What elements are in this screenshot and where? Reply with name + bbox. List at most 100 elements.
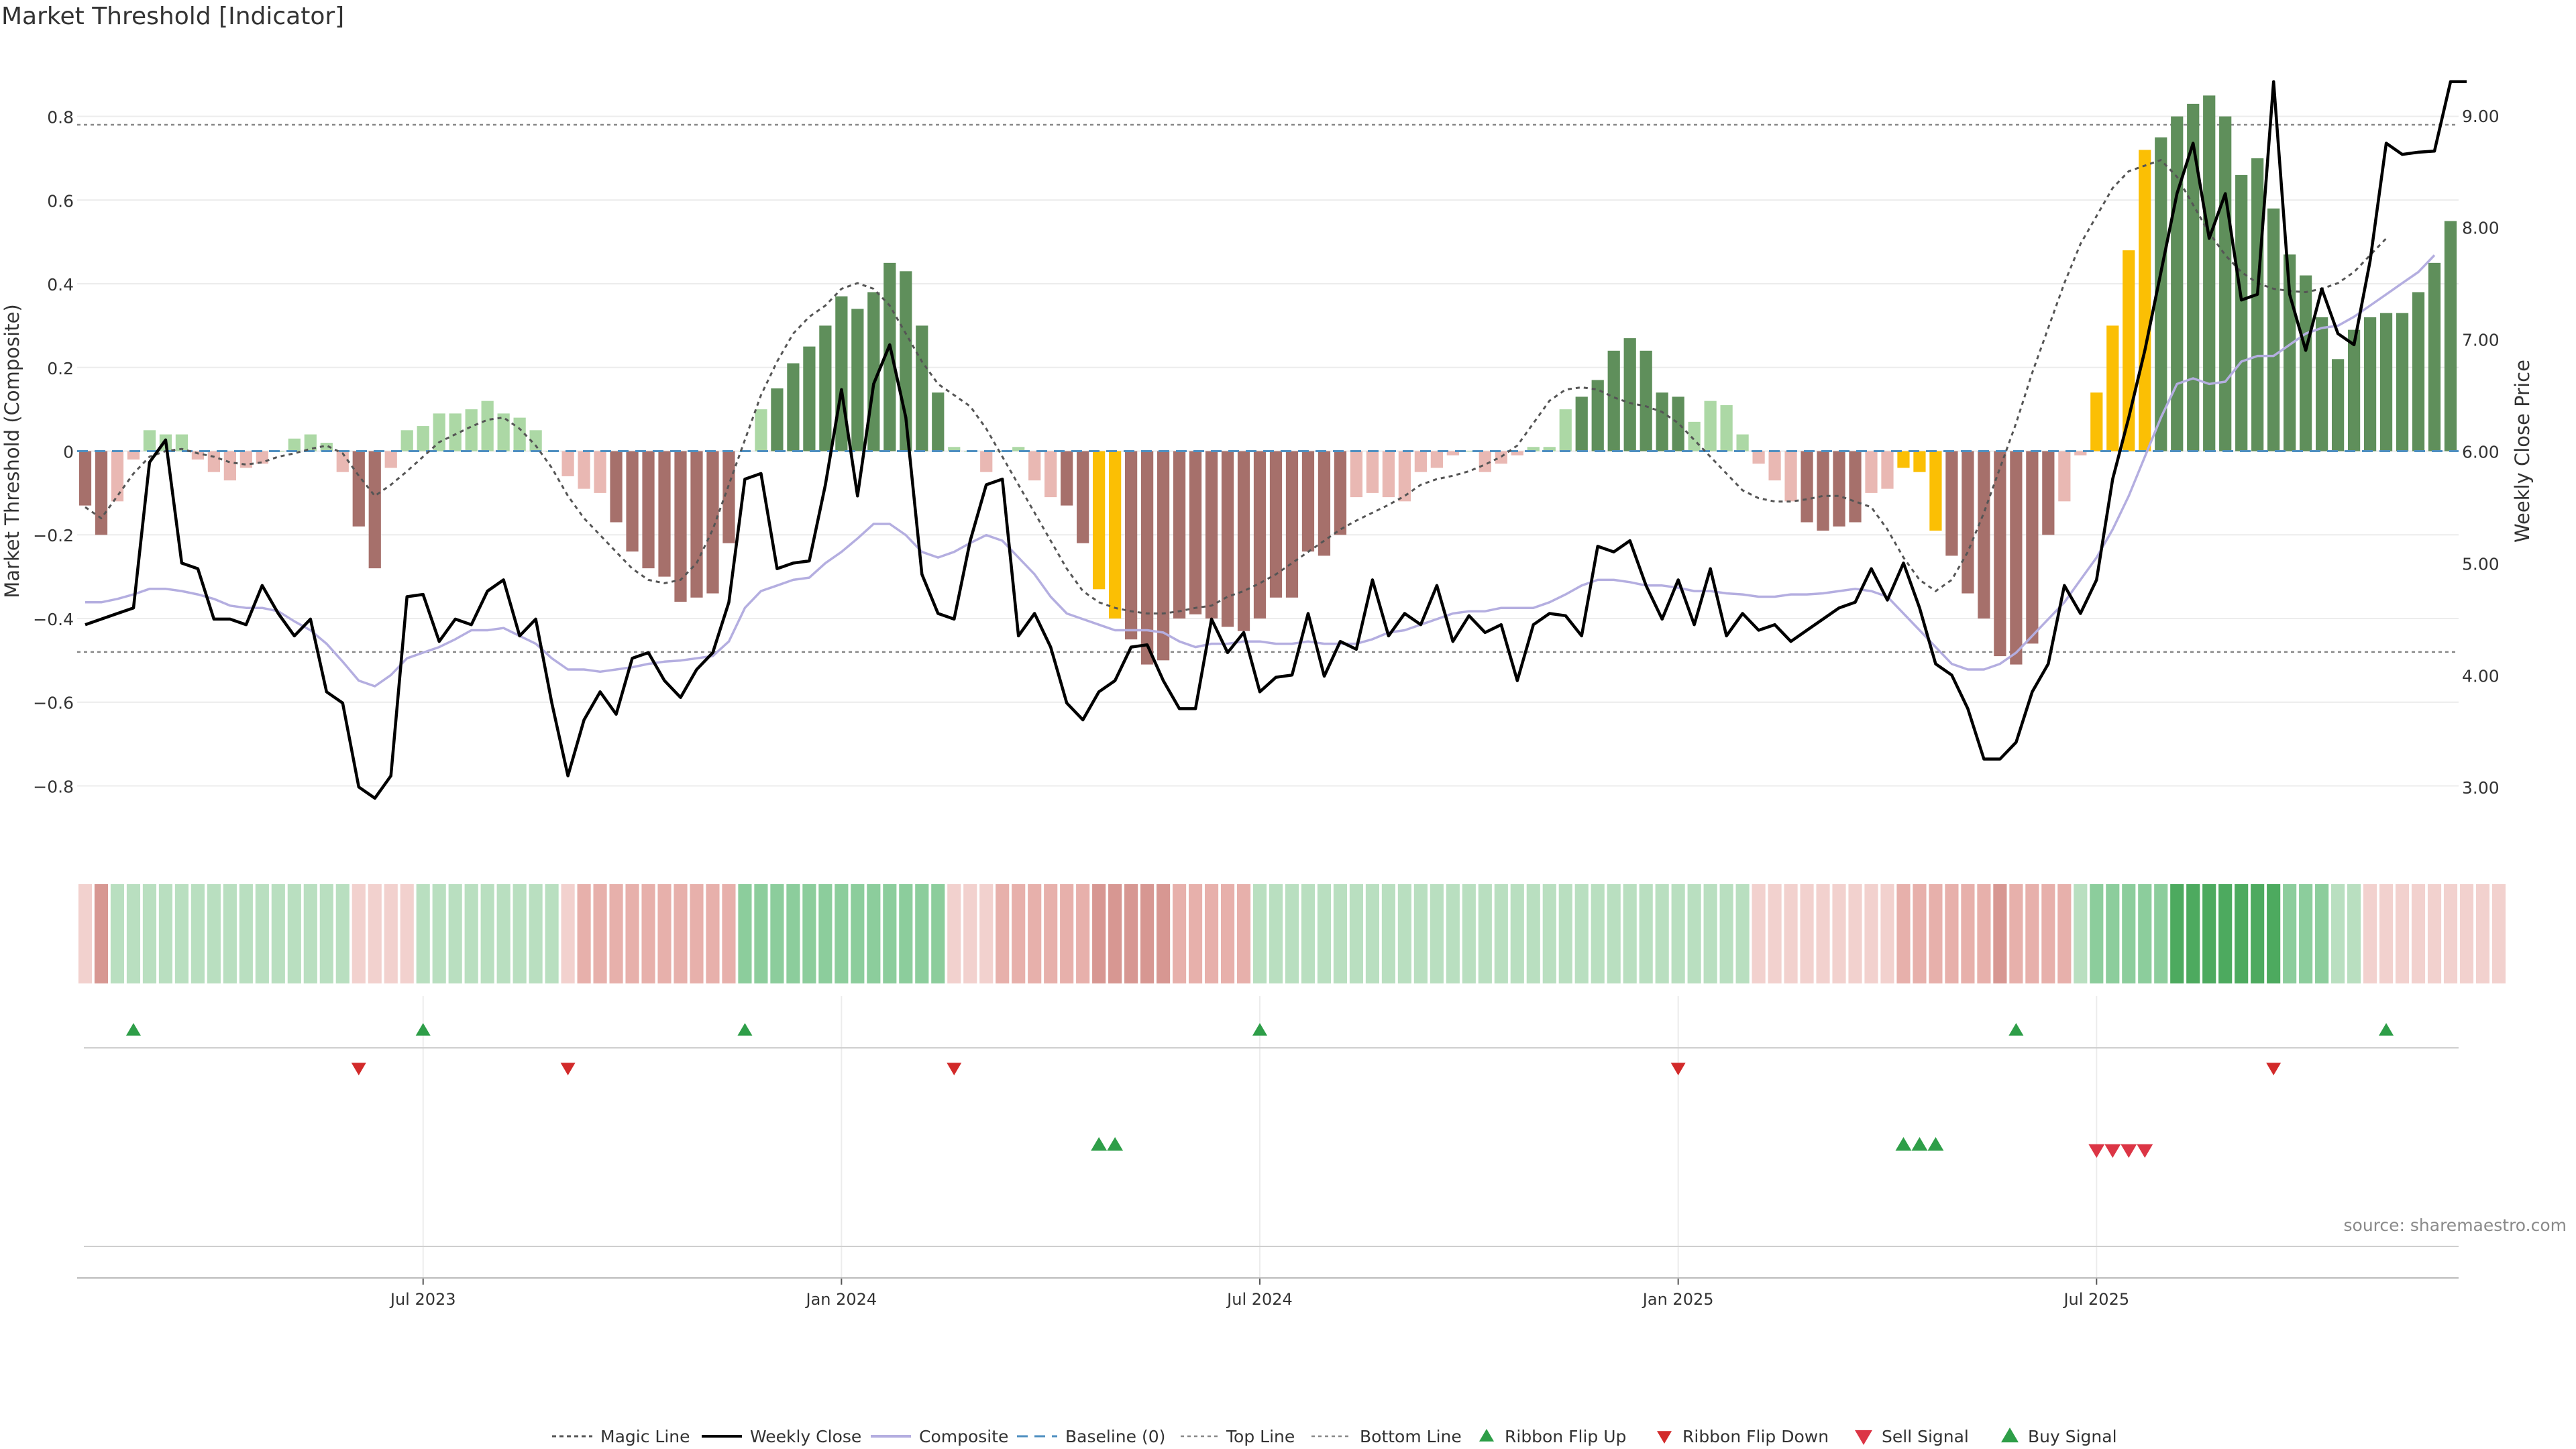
- composite-bar: [175, 434, 189, 451]
- ribbon-cell: [1173, 884, 1187, 983]
- composite-bar: [433, 413, 445, 451]
- ribbon-cell: [1060, 884, 1074, 983]
- composite-bar: [674, 451, 687, 602]
- ribbon-cell: [674, 884, 688, 983]
- composite-bar: [1318, 451, 1331, 556]
- ribbon-cell: [1478, 884, 1492, 983]
- ribbon-cell: [883, 884, 897, 983]
- x-tick-label: Jan 2024: [805, 1290, 877, 1309]
- composite-bar: [1881, 451, 1894, 489]
- composite-bar: [1929, 451, 1942, 531]
- composite-bar: [1527, 447, 1540, 451]
- composite-bar: [384, 451, 397, 468]
- ribbon-cell: [1864, 884, 1878, 983]
- ribbon-cell: [2315, 884, 2329, 983]
- ribbon-cell: [1993, 884, 2007, 983]
- composite-bar: [2347, 329, 2361, 451]
- legend-label: Sell Signal: [1882, 1427, 1969, 1446]
- composite-bar: [400, 430, 413, 451]
- composite-bar: [2155, 137, 2167, 451]
- ribbon-cell: [335, 884, 350, 983]
- ribbon-cell: [2186, 884, 2200, 983]
- ribbon-cell: [110, 884, 125, 983]
- ribbon-cell: [352, 884, 366, 983]
- composite-bar: [2026, 451, 2039, 644]
- ribbon-cell: [2283, 884, 2297, 983]
- composite-bar: [1945, 451, 1958, 556]
- ribbon-flip-down-marker: [560, 1063, 576, 1075]
- composite-bar: [1784, 451, 1797, 502]
- composite-bar: [1173, 451, 1186, 619]
- legend-label: Magic Line: [600, 1427, 690, 1446]
- composite-bar: [1575, 396, 1588, 451]
- ribbon-cell: [1188, 884, 1203, 983]
- legend-label: Bottom Line: [1360, 1427, 1462, 1446]
- composite-bar: [1849, 451, 1862, 523]
- ribbon-cell: [1687, 884, 1701, 983]
- composite-bar: [1205, 451, 1218, 619]
- composite-bar: [1093, 451, 1106, 590]
- composite-bar: [529, 430, 542, 451]
- composite-bar: [1350, 451, 1363, 498]
- composite-bar: [1366, 451, 1379, 493]
- composite-bar: [948, 447, 961, 451]
- composite-bar: [1897, 451, 1910, 468]
- ribbon-cell: [2267, 884, 2281, 983]
- composite-bar: [352, 451, 365, 527]
- ribbon-cell: [239, 884, 253, 983]
- composite-bar: [1672, 396, 1684, 451]
- composite-bar: [2171, 116, 2184, 451]
- composite-bar: [465, 409, 478, 451]
- ribbon-cell: [1880, 884, 1894, 983]
- ribbon-cell: [1510, 884, 1524, 983]
- ribbon-cell: [384, 884, 398, 983]
- composite-bar: [1221, 451, 1234, 627]
- composite-bar: [835, 296, 848, 451]
- composite-bar: [626, 451, 639, 552]
- composite-bar: [2106, 325, 2119, 451]
- ribbon-cell: [2331, 884, 2345, 983]
- y-tick-label: −0.8: [33, 777, 74, 796]
- ribbon-cell: [1558, 884, 1572, 983]
- ribbon-cell: [2218, 884, 2233, 983]
- ribbon-cell: [480, 884, 494, 983]
- composite-bar: [304, 434, 317, 451]
- composite-bar: [1157, 451, 1170, 661]
- ribbon-flip-down-marker: [2266, 1063, 2282, 1075]
- buy-signal-marker: [1927, 1137, 1944, 1151]
- ribbon-cell: [1784, 884, 1798, 983]
- composite-bar: [980, 451, 993, 472]
- ribbon-flip-down-marker: [351, 1063, 366, 1075]
- ribbon-cell: [207, 884, 221, 983]
- ribbon-cell: [931, 884, 945, 983]
- ribbon-cell: [1446, 884, 1460, 983]
- y2-tick-label: 8.00: [2462, 219, 2500, 238]
- composite-bar: [2058, 451, 2071, 502]
- composite-bar: [1720, 405, 1733, 451]
- composite-bar: [1061, 451, 1073, 506]
- composite-bar: [2428, 262, 2441, 451]
- ribbon-cell: [2459, 884, 2474, 983]
- composite-bar: [787, 363, 800, 451]
- composite-bar: [706, 451, 719, 594]
- composite-bar: [2235, 174, 2248, 451]
- legend-label: Ribbon Flip Up: [1505, 1427, 1626, 1446]
- ribbon-cell: [1768, 884, 1782, 983]
- ribbon-flip-up-marker: [415, 1023, 431, 1036]
- ribbon-cell: [1623, 884, 1637, 983]
- magic-line: [85, 159, 2387, 614]
- ribbon-cell: [609, 884, 623, 983]
- legend-label: Baseline (0): [1065, 1427, 1165, 1446]
- ribbon-cell: [448, 884, 462, 983]
- ribbon-cell: [1671, 884, 1685, 983]
- ribbon-cell: [496, 884, 511, 983]
- ribbon-cell: [319, 884, 333, 983]
- legend-label: Weekly Close: [750, 1427, 861, 1446]
- ribbon-cell: [2025, 884, 2039, 983]
- composite-bar: [1189, 451, 1202, 614]
- ribbon-cell: [1494, 884, 1508, 983]
- composite-bar: [2203, 95, 2216, 451]
- ribbon-cell: [996, 884, 1010, 983]
- composite-bar: [127, 451, 140, 460]
- ribbon-cell: [303, 884, 317, 983]
